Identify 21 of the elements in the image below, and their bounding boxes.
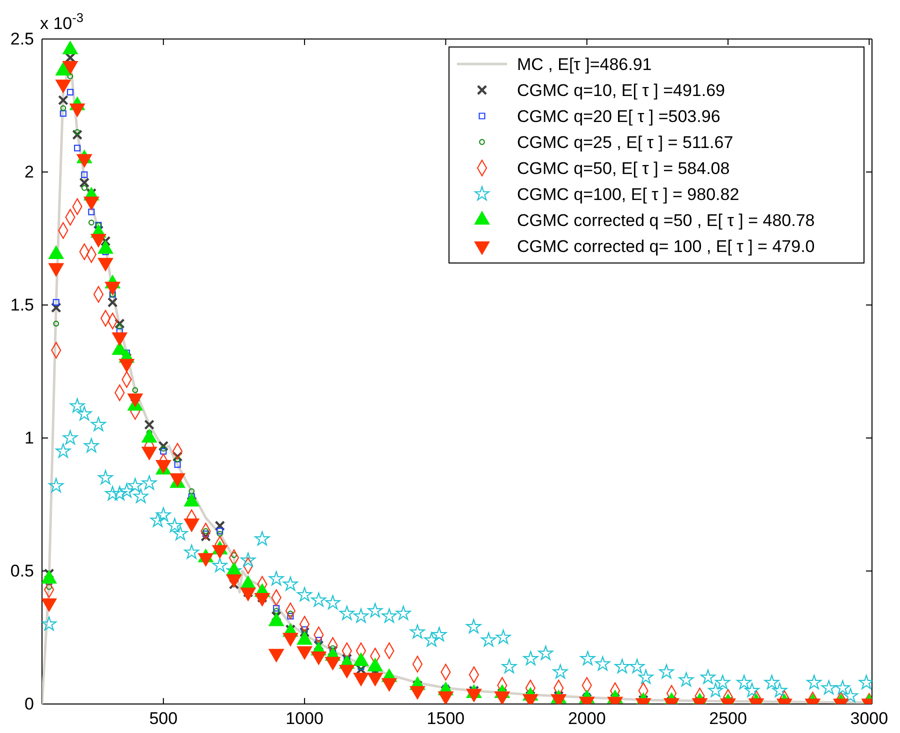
y-tick-label: 2.5 [10,29,34,48]
x-tick-label: 1000 [286,709,324,728]
y-tick-label: 1.5 [10,295,34,314]
x-tick-label: 2000 [568,709,606,728]
legend-label: CGMC q=50, E[ τ ] = 584.08 [517,159,730,178]
x-tick-label: 500 [149,709,178,728]
legend-label: CGMC q=20 E[ τ ] =503.96 [517,107,720,126]
legend-label: MC , E[τ ]=486.91 [517,55,652,74]
y-tick-label: 0.5 [10,561,34,580]
legend-label: CGMC q=10, E[ τ ] =491.69 [517,81,725,100]
x-tick-label: 1500 [426,709,465,728]
legend-label: CGMC q=100, E[ τ ] = 980.82 [517,185,740,204]
legend-label: CGMC corrected q= 100 , E[ τ ] = 479.0 [517,237,815,256]
legend-label: CGMC q=25 , E[ τ ] = 511.67 [517,133,734,152]
y-tick-label: 0 [24,694,34,714]
x-tick-label: 2500 [709,709,747,728]
legend-label: CGMC corrected q =50 , E[ τ ] = 480.78 [517,211,815,230]
y-tick-label: 1 [24,428,34,448]
text: x 10$^{-3}$ [40,10,84,33]
y-tick-label: 2 [24,162,34,182]
x-tick-label: 3000 [850,709,888,728]
